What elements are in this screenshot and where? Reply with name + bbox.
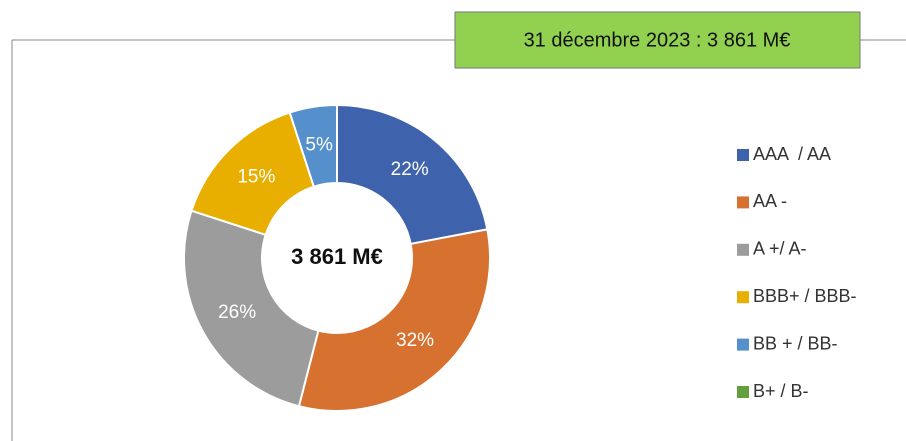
legend-swatch [737,149,749,161]
donut-slice [336,103,489,246]
data-label: 22% [391,159,429,180]
title-box [454,11,861,69]
legend-swatch [737,386,749,398]
legend-label: B+ / B- [753,381,809,401]
legend-swatch [737,338,749,351]
data-label: 26% [218,302,256,323]
legend-swatch [737,196,749,209]
donut-slice [183,209,320,408]
legend-label: A +/ A- [753,239,807,259]
legend-label: AAA / AA [753,144,831,164]
legend-label: BBB+ / BBB- [753,286,857,306]
data-label: 5% [305,134,333,155]
legend-label: AA - [753,191,787,211]
legend-swatch [737,291,749,304]
donut-slice [297,228,491,412]
legend-label: BB + / BB- [753,333,838,353]
data-label: 32% [396,330,434,351]
data-label: 15% [237,166,275,187]
chart-title: 31 décembre 2023 : 3 861 M€ [524,29,791,51]
center-label: 3 861 M€ [291,244,383,269]
legend-swatch [737,243,749,256]
